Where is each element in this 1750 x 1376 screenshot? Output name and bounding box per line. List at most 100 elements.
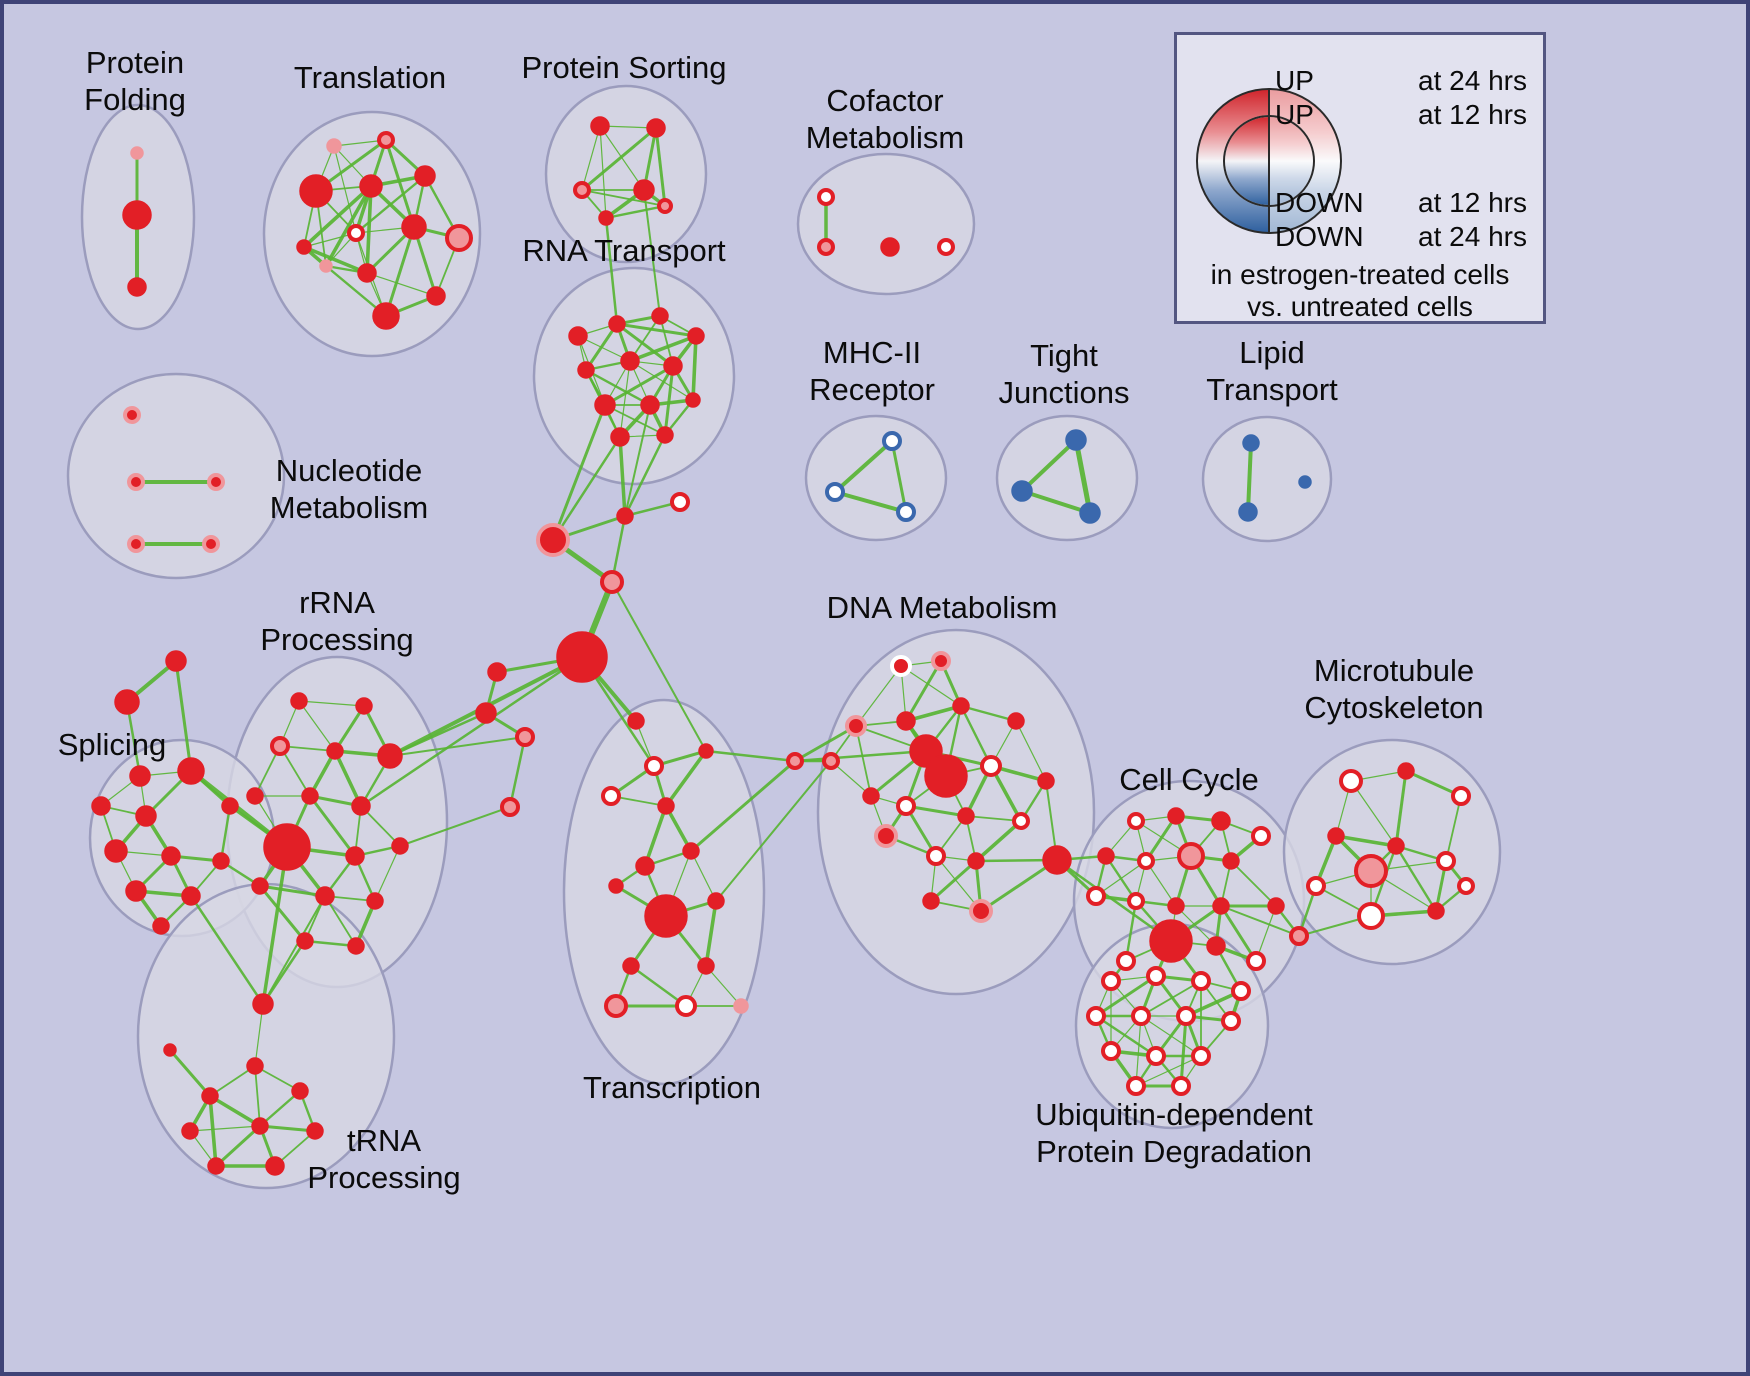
node-transcription-13 xyxy=(733,998,749,1014)
node-dna_metabolism-5 xyxy=(1007,712,1025,730)
edge xyxy=(1220,905,1300,937)
node-nucleotide_metabolism-3 xyxy=(127,535,145,553)
edge xyxy=(690,850,717,902)
node-cell_cycle-2 xyxy=(1211,811,1231,831)
label-line: Metabolism xyxy=(269,490,429,525)
node-translation-6 xyxy=(401,214,427,240)
node-transcription-14 xyxy=(698,743,714,759)
node-rna_transport-1 xyxy=(608,315,626,333)
node-transcription-3 xyxy=(657,797,675,815)
node-cell_cycle-8 xyxy=(1086,886,1106,906)
node-translation-2 xyxy=(299,174,333,208)
node-nucleotide_metabolism-1 xyxy=(127,473,145,491)
edge xyxy=(1246,441,1253,514)
node-cell_cycle-15 xyxy=(1246,951,1266,971)
node-backbone-10 xyxy=(165,650,187,672)
node-dna_metabolism-11 xyxy=(896,796,916,816)
node-dna_metabolism-15 xyxy=(926,846,946,866)
legend-node-diagram xyxy=(1196,88,1342,234)
label-rna_transport: RNA Transport xyxy=(522,232,725,269)
node-rna_transport-2 xyxy=(651,307,669,325)
edge xyxy=(793,749,928,763)
node-microtubule-4 xyxy=(1387,837,1405,855)
edge xyxy=(262,895,326,1005)
node-rrna_processing-15 xyxy=(347,937,365,955)
node-backbone-7 xyxy=(515,727,535,747)
edge xyxy=(1055,858,1173,943)
edge xyxy=(965,815,1022,822)
node-microtubule-9 xyxy=(1427,902,1445,920)
node-protein_sorting-5 xyxy=(657,198,673,214)
label-line: Cell Cycle xyxy=(1119,762,1259,797)
node-transcription-4 xyxy=(635,856,655,876)
node-translation-8 xyxy=(296,239,312,255)
edge xyxy=(298,700,365,707)
node-rrna_processing-12 xyxy=(315,886,335,906)
node-rna_transport-10 xyxy=(610,427,630,447)
node-ubiquitin-7 xyxy=(1221,1011,1241,1031)
edge xyxy=(611,581,707,752)
node-cell_cycle-1 xyxy=(1167,807,1185,825)
edge xyxy=(1404,769,1463,798)
edge xyxy=(959,704,1018,723)
node-cell_cycle-11 xyxy=(1212,897,1230,915)
node-protein_sorting-2 xyxy=(573,181,591,199)
edge xyxy=(704,899,718,968)
cluster-ellipse-dna_metabolism xyxy=(816,628,1096,996)
node-translation-0 xyxy=(326,138,342,154)
node-microtubule-5 xyxy=(1354,854,1388,888)
label-line: Lipid xyxy=(1239,335,1305,370)
node-rna_transport-3 xyxy=(687,327,705,345)
node-translation-3 xyxy=(359,174,383,198)
node-translation-4 xyxy=(414,165,436,187)
edge xyxy=(1394,844,1438,913)
node-dna_metabolism-7 xyxy=(924,754,968,798)
edge xyxy=(629,360,694,401)
node-dna_metabolism-13 xyxy=(1012,812,1030,830)
edge xyxy=(619,360,631,438)
node-protein_folding-2 xyxy=(127,277,147,297)
node-transcription-9 xyxy=(622,957,640,975)
node-rrna_processing-6 xyxy=(301,787,319,805)
edge xyxy=(258,884,327,898)
node-cofactor_metabolism-3 xyxy=(937,238,955,256)
edge xyxy=(584,322,619,372)
node-protein_sorting-4 xyxy=(598,210,614,226)
node-trna_processing-5 xyxy=(181,1122,199,1140)
label-line: Translation xyxy=(293,60,447,95)
node-transcription-5 xyxy=(682,842,700,860)
legend-down-12-dir: DOWN xyxy=(1275,187,1364,218)
node-rna_transport-4 xyxy=(577,361,595,379)
node-rrna_processing-14 xyxy=(296,932,314,950)
edge xyxy=(354,174,427,235)
label-protein_sorting: Protein Sorting xyxy=(521,49,726,86)
node-translation-5 xyxy=(347,224,365,242)
edge xyxy=(979,858,1059,913)
edge xyxy=(855,725,872,797)
label-line: Junctions xyxy=(998,375,1130,410)
edge xyxy=(1124,899,1138,963)
edge xyxy=(1145,860,1177,907)
edge xyxy=(258,1124,317,1133)
edge xyxy=(618,435,627,518)
label-microtubule: Microtubule Cytoskeleton xyxy=(1304,652,1483,726)
node-lipid_transport-2 xyxy=(1298,475,1312,489)
node-translation-1 xyxy=(377,131,395,149)
node-tight_junctions-0 xyxy=(1065,429,1087,451)
label-line: Transcription xyxy=(582,1070,762,1105)
cluster-ellipse-mhc2 xyxy=(804,414,948,542)
node-ubiquitin-10 xyxy=(1191,1046,1211,1066)
node-rna_transport-0 xyxy=(568,326,588,346)
label-line: Protein Degradation xyxy=(1036,1134,1312,1169)
edge xyxy=(974,819,1023,863)
edge xyxy=(604,216,619,326)
edge xyxy=(1020,438,1078,493)
node-trna_processing-9 xyxy=(265,1156,285,1176)
node-translation-10 xyxy=(357,263,377,283)
node-translation-11 xyxy=(372,302,400,330)
edge xyxy=(900,665,962,707)
node-dna_metabolism-9 xyxy=(1037,772,1055,790)
edge xyxy=(624,404,651,517)
label-line: Processing xyxy=(307,1160,461,1195)
node-trna_processing-0 xyxy=(252,993,274,1015)
